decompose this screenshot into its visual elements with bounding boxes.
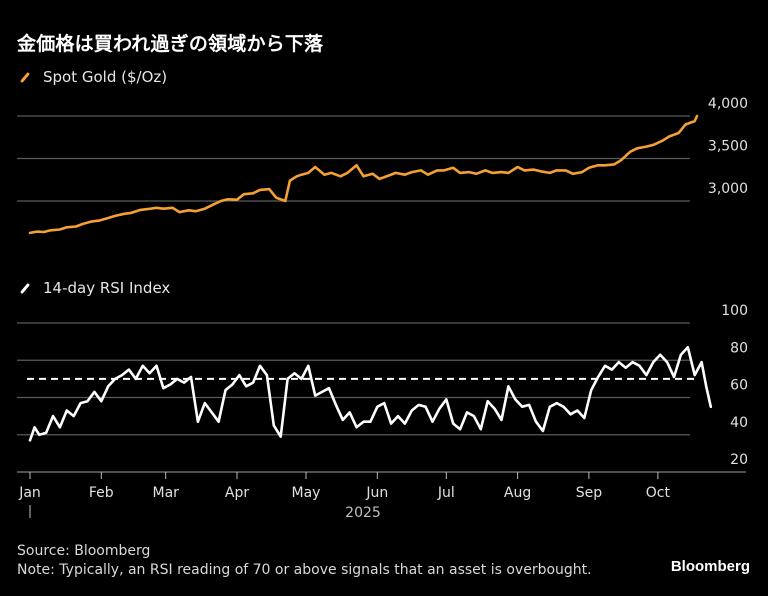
x-axis: Jan Feb Mar Apr May Jun Jul Aug Sep Oct 2025 [17, 471, 746, 521]
x-tick-label: Jun [365, 485, 388, 501]
x-tick-label: Mar [152, 485, 179, 501]
rsi-line [28, 345, 713, 442]
rsi-y-tick-label: 80 [730, 340, 748, 356]
gold-y-tick-label: 3,000 [708, 181, 748, 197]
gold-y-tick-label: 4,000 [708, 96, 748, 112]
legend-rsi: 14-day RSI Index [17, 279, 170, 297]
x-tick-label: Jan [18, 485, 41, 501]
x-tick-label: Aug [504, 485, 531, 501]
rsi-y-tick-label: 40 [730, 415, 748, 431]
legend-rsi-label: 14-day RSI Index [43, 279, 171, 297]
x-tick-label: May [292, 485, 321, 501]
x-tick-label: Oct [646, 485, 671, 501]
note-text: Note: Typically, an RSI reading of 70 or… [17, 562, 592, 578]
source-text: Source: Bloomberg [17, 543, 151, 559]
gold-gridlines [17, 115, 690, 202]
rsi-y-tick-label: 100 [721, 303, 748, 319]
x-tick-label: Jul [437, 485, 455, 501]
gold-y-tick-label: 3,500 [708, 139, 748, 155]
bloomberg-logo: Bloomberg [670, 558, 750, 575]
gold-price-line [28, 114, 699, 235]
rsi-y-tick-label: 20 [730, 452, 748, 468]
rsi-y-tick-labels: 20 40 60 80 100 [721, 303, 748, 468]
chart-title: 金価格は買われ過ぎの領域から下落 [17, 33, 324, 55]
x-year-label: 2025 [345, 505, 381, 521]
rsi-gridlines [17, 322, 690, 436]
x-tick-label: Sep [576, 485, 603, 501]
legend-gold-label: Spot Gold ($/Oz) [43, 68, 168, 86]
gold-y-tick-labels: 3,000 3,500 4,000 [708, 96, 748, 197]
x-tick-label: Feb [89, 485, 114, 501]
rsi-y-tick-label: 60 [730, 378, 748, 394]
x-tick-label: Apr [225, 485, 249, 501]
legend-gold: Spot Gold ($/Oz) [17, 68, 167, 86]
